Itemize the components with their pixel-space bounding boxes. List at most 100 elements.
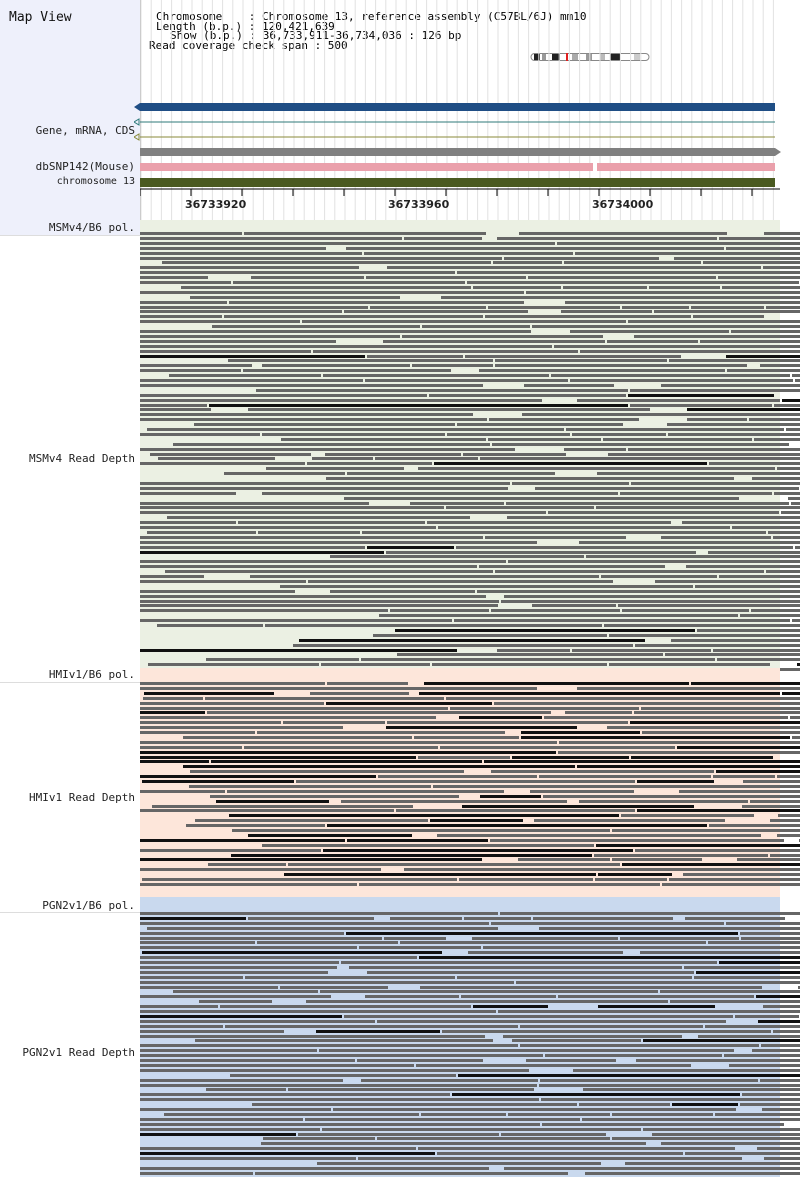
read-bar [140,1014,343,1018]
read-bar [140,349,312,353]
read-bar [464,916,531,920]
read-bar [341,961,718,964]
read-bar [749,418,800,422]
read-bar [163,1112,420,1116]
read-bar [691,305,765,309]
read-bar [140,760,209,764]
read-bar [641,706,800,710]
read-bar [216,799,330,803]
read-bar [781,398,800,402]
read-bar [703,261,800,265]
read-bar [182,765,576,769]
read-bar [660,990,800,994]
read-bar [503,1166,800,1170]
read-bar [777,775,800,779]
read-bar [740,931,800,935]
read-bar [173,442,491,446]
read-bar [263,1137,376,1141]
read-bar [305,1000,668,1004]
read-bar [148,663,320,667]
read-bar [414,735,519,739]
read-bar [641,731,800,734]
read-bar [140,1034,485,1038]
read-bar [140,1005,218,1009]
read-bar [395,628,695,632]
read-bar [140,716,437,720]
read-bar [530,789,634,793]
read-bar [500,599,800,603]
read-bar [464,354,681,358]
read-bar [140,686,537,690]
read-bar [140,995,331,999]
read-bar [283,721,385,725]
read-bar [262,843,594,847]
read-bar [493,261,562,265]
read-bar [409,501,504,505]
read-bar [791,735,800,739]
read-bar [662,882,800,886]
read-bar [322,1127,641,1131]
read-bar [595,843,800,847]
read-bar [228,359,494,363]
read-bar [140,775,377,779]
read-bar [553,344,800,348]
read-bar [681,521,800,525]
read-bar [362,530,766,534]
read-bar [243,745,438,749]
read-bar [305,1117,580,1121]
read-bar [684,965,800,969]
read-bar [140,1068,530,1072]
read-bar [769,853,800,857]
read-bar [488,437,602,441]
read-bar [496,236,717,240]
read-bar [717,658,800,662]
read-bar [794,379,800,382]
read-bar [686,408,800,412]
read-bar [781,691,800,695]
read-bar [620,936,739,940]
read-bar [140,931,345,935]
read-bar [183,735,413,739]
read-bar [140,1108,331,1111]
read-bar [790,716,800,720]
dbsnp-track[interactable] [140,147,782,173]
read-bar [480,794,541,798]
msm-read-area[interactable] [140,232,800,672]
read-bar [439,745,676,749]
hmi-read-area[interactable] [140,682,800,892]
read-bar [140,330,532,333]
read-bar [360,1078,538,1082]
gene-track[interactable] [134,100,780,145]
read-bar [438,526,730,529]
read-bar [152,804,414,808]
read-bar [618,604,800,608]
read-bar [341,799,568,803]
read-bar [666,423,800,427]
read-bar [421,1112,506,1116]
read-bar [140,501,370,505]
pgn-pol-label: PGN2v1/B6 pol. [42,899,135,912]
read-bar [578,1103,670,1107]
read-bar [318,1049,734,1053]
read-bar [636,809,800,813]
read-bar [762,1108,800,1111]
read-bar [386,721,628,725]
read-bar [243,232,486,235]
read-bar [739,614,800,618]
read-bar [255,1171,568,1175]
read-bar [330,555,584,559]
read-bar [404,868,800,872]
read-bar [577,765,800,769]
read-bar [140,1029,285,1033]
read-bar [140,912,498,915]
read-bar [209,794,460,798]
read-bar [140,545,366,549]
read-bar [387,266,762,270]
pgn-read-area[interactable] [140,912,800,1177]
read-bar [727,369,800,373]
read-bar [365,379,569,382]
read-bar [776,467,800,471]
read-bar [140,740,558,744]
read-bar [436,833,761,837]
read-bar [713,648,800,652]
